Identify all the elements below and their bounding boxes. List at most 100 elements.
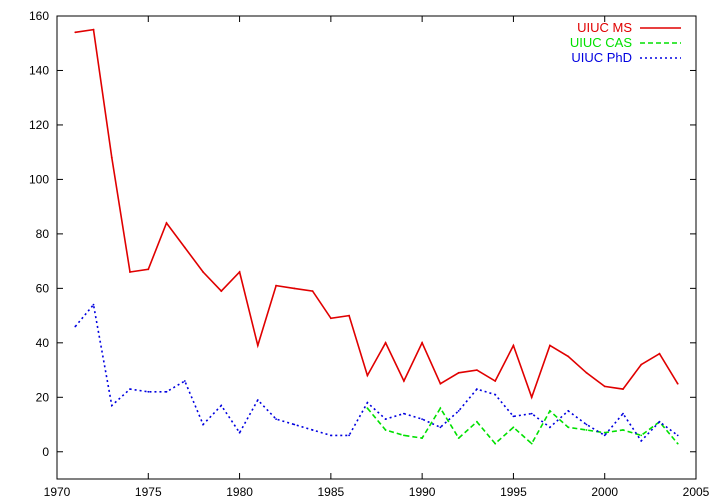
data-point xyxy=(311,290,314,292)
data-point xyxy=(129,388,131,390)
data-point xyxy=(384,429,387,431)
data-point xyxy=(110,156,113,159)
data-point xyxy=(530,412,533,415)
y-tick-label: 140 xyxy=(29,63,49,77)
data-point xyxy=(384,341,387,344)
data-point xyxy=(530,396,533,399)
series-uiuc-ms xyxy=(74,28,679,400)
data-point xyxy=(348,434,350,437)
data-point xyxy=(457,437,460,439)
data-point xyxy=(567,355,570,358)
data-point xyxy=(622,429,624,431)
data-point xyxy=(640,440,643,442)
data-point xyxy=(658,420,661,423)
data-point xyxy=(202,271,205,273)
y-tick-label: 120 xyxy=(29,118,49,132)
data-point xyxy=(403,380,405,382)
data-point xyxy=(494,380,497,382)
data-point xyxy=(676,434,679,437)
data-point xyxy=(421,341,423,344)
x-tick-label: 1985 xyxy=(318,485,345,499)
data-point xyxy=(366,407,369,410)
data-point xyxy=(366,401,369,404)
data-point xyxy=(457,410,460,412)
data-point xyxy=(549,344,551,347)
data-point xyxy=(311,429,314,431)
data-point xyxy=(275,284,277,287)
data-point xyxy=(74,31,77,34)
data-point xyxy=(622,388,624,390)
series-uiuc-phd xyxy=(74,302,679,443)
data-point xyxy=(476,388,478,390)
y-tick-label: 60 xyxy=(36,281,50,295)
data-point xyxy=(530,442,533,445)
data-point xyxy=(330,434,332,437)
data-point xyxy=(476,369,478,371)
data-point xyxy=(183,380,186,382)
data-point xyxy=(256,344,259,347)
y-tick-label: 20 xyxy=(36,390,50,404)
data-point xyxy=(256,399,259,401)
data-point xyxy=(165,390,168,393)
y-tick-label: 40 xyxy=(36,336,50,350)
data-point xyxy=(512,426,515,429)
data-point xyxy=(92,28,95,31)
legend-label: UIUC PhD xyxy=(571,50,632,65)
data-point xyxy=(183,246,186,249)
data-point xyxy=(439,426,442,429)
data-point xyxy=(603,434,606,437)
data-point xyxy=(74,325,77,328)
series-line xyxy=(75,28,679,400)
x-tick-label: 1995 xyxy=(500,485,527,499)
data-point xyxy=(220,404,223,407)
data-point xyxy=(640,363,643,366)
data-point xyxy=(293,287,296,290)
x-tick-label: 1970 xyxy=(44,485,71,499)
legend-label: UIUC MS xyxy=(577,20,632,35)
data-point xyxy=(494,442,497,445)
data-point xyxy=(202,423,205,426)
data-point xyxy=(348,314,350,317)
data-point xyxy=(238,431,241,434)
series-line xyxy=(366,406,679,445)
axis-ticks: 1970 1975 1980 1985 1990 1995 2000 2005 0 20 40 60 8… xyxy=(29,9,710,499)
data-point xyxy=(421,418,423,420)
data-point xyxy=(622,412,624,415)
data-point xyxy=(403,434,405,437)
data-point xyxy=(439,382,442,385)
plot-frame xyxy=(56,15,697,480)
data-point xyxy=(585,371,588,374)
data-point xyxy=(147,390,150,393)
data-point xyxy=(403,412,405,415)
data-point xyxy=(585,423,588,426)
data-point xyxy=(384,418,387,420)
x-tick-label: 2000 xyxy=(591,485,618,499)
data-point xyxy=(494,393,497,396)
x-tick-label: 1980 xyxy=(226,485,253,499)
x-tick-label: 1975 xyxy=(135,485,162,499)
series-line xyxy=(74,302,679,443)
data-point xyxy=(366,374,369,377)
data-point xyxy=(603,385,606,388)
y-tick-label: 160 xyxy=(29,9,49,23)
data-point xyxy=(603,431,606,434)
data-point xyxy=(293,423,296,426)
data-point xyxy=(457,371,460,374)
data-point xyxy=(421,437,423,439)
data-point xyxy=(549,426,551,429)
series-uiuc-cas xyxy=(366,406,679,445)
data-point xyxy=(585,429,588,431)
data-point xyxy=(658,352,661,355)
data-point xyxy=(275,418,277,420)
data-point xyxy=(110,404,113,407)
data-point xyxy=(147,268,150,271)
y-tick-label: 80 xyxy=(36,227,50,241)
x-tick-label: 2005 xyxy=(683,485,710,499)
data-point xyxy=(220,290,223,292)
data-point xyxy=(549,410,551,412)
series-lines xyxy=(74,28,679,445)
data-point xyxy=(640,434,643,437)
data-point xyxy=(439,407,442,410)
data-point xyxy=(676,382,679,385)
